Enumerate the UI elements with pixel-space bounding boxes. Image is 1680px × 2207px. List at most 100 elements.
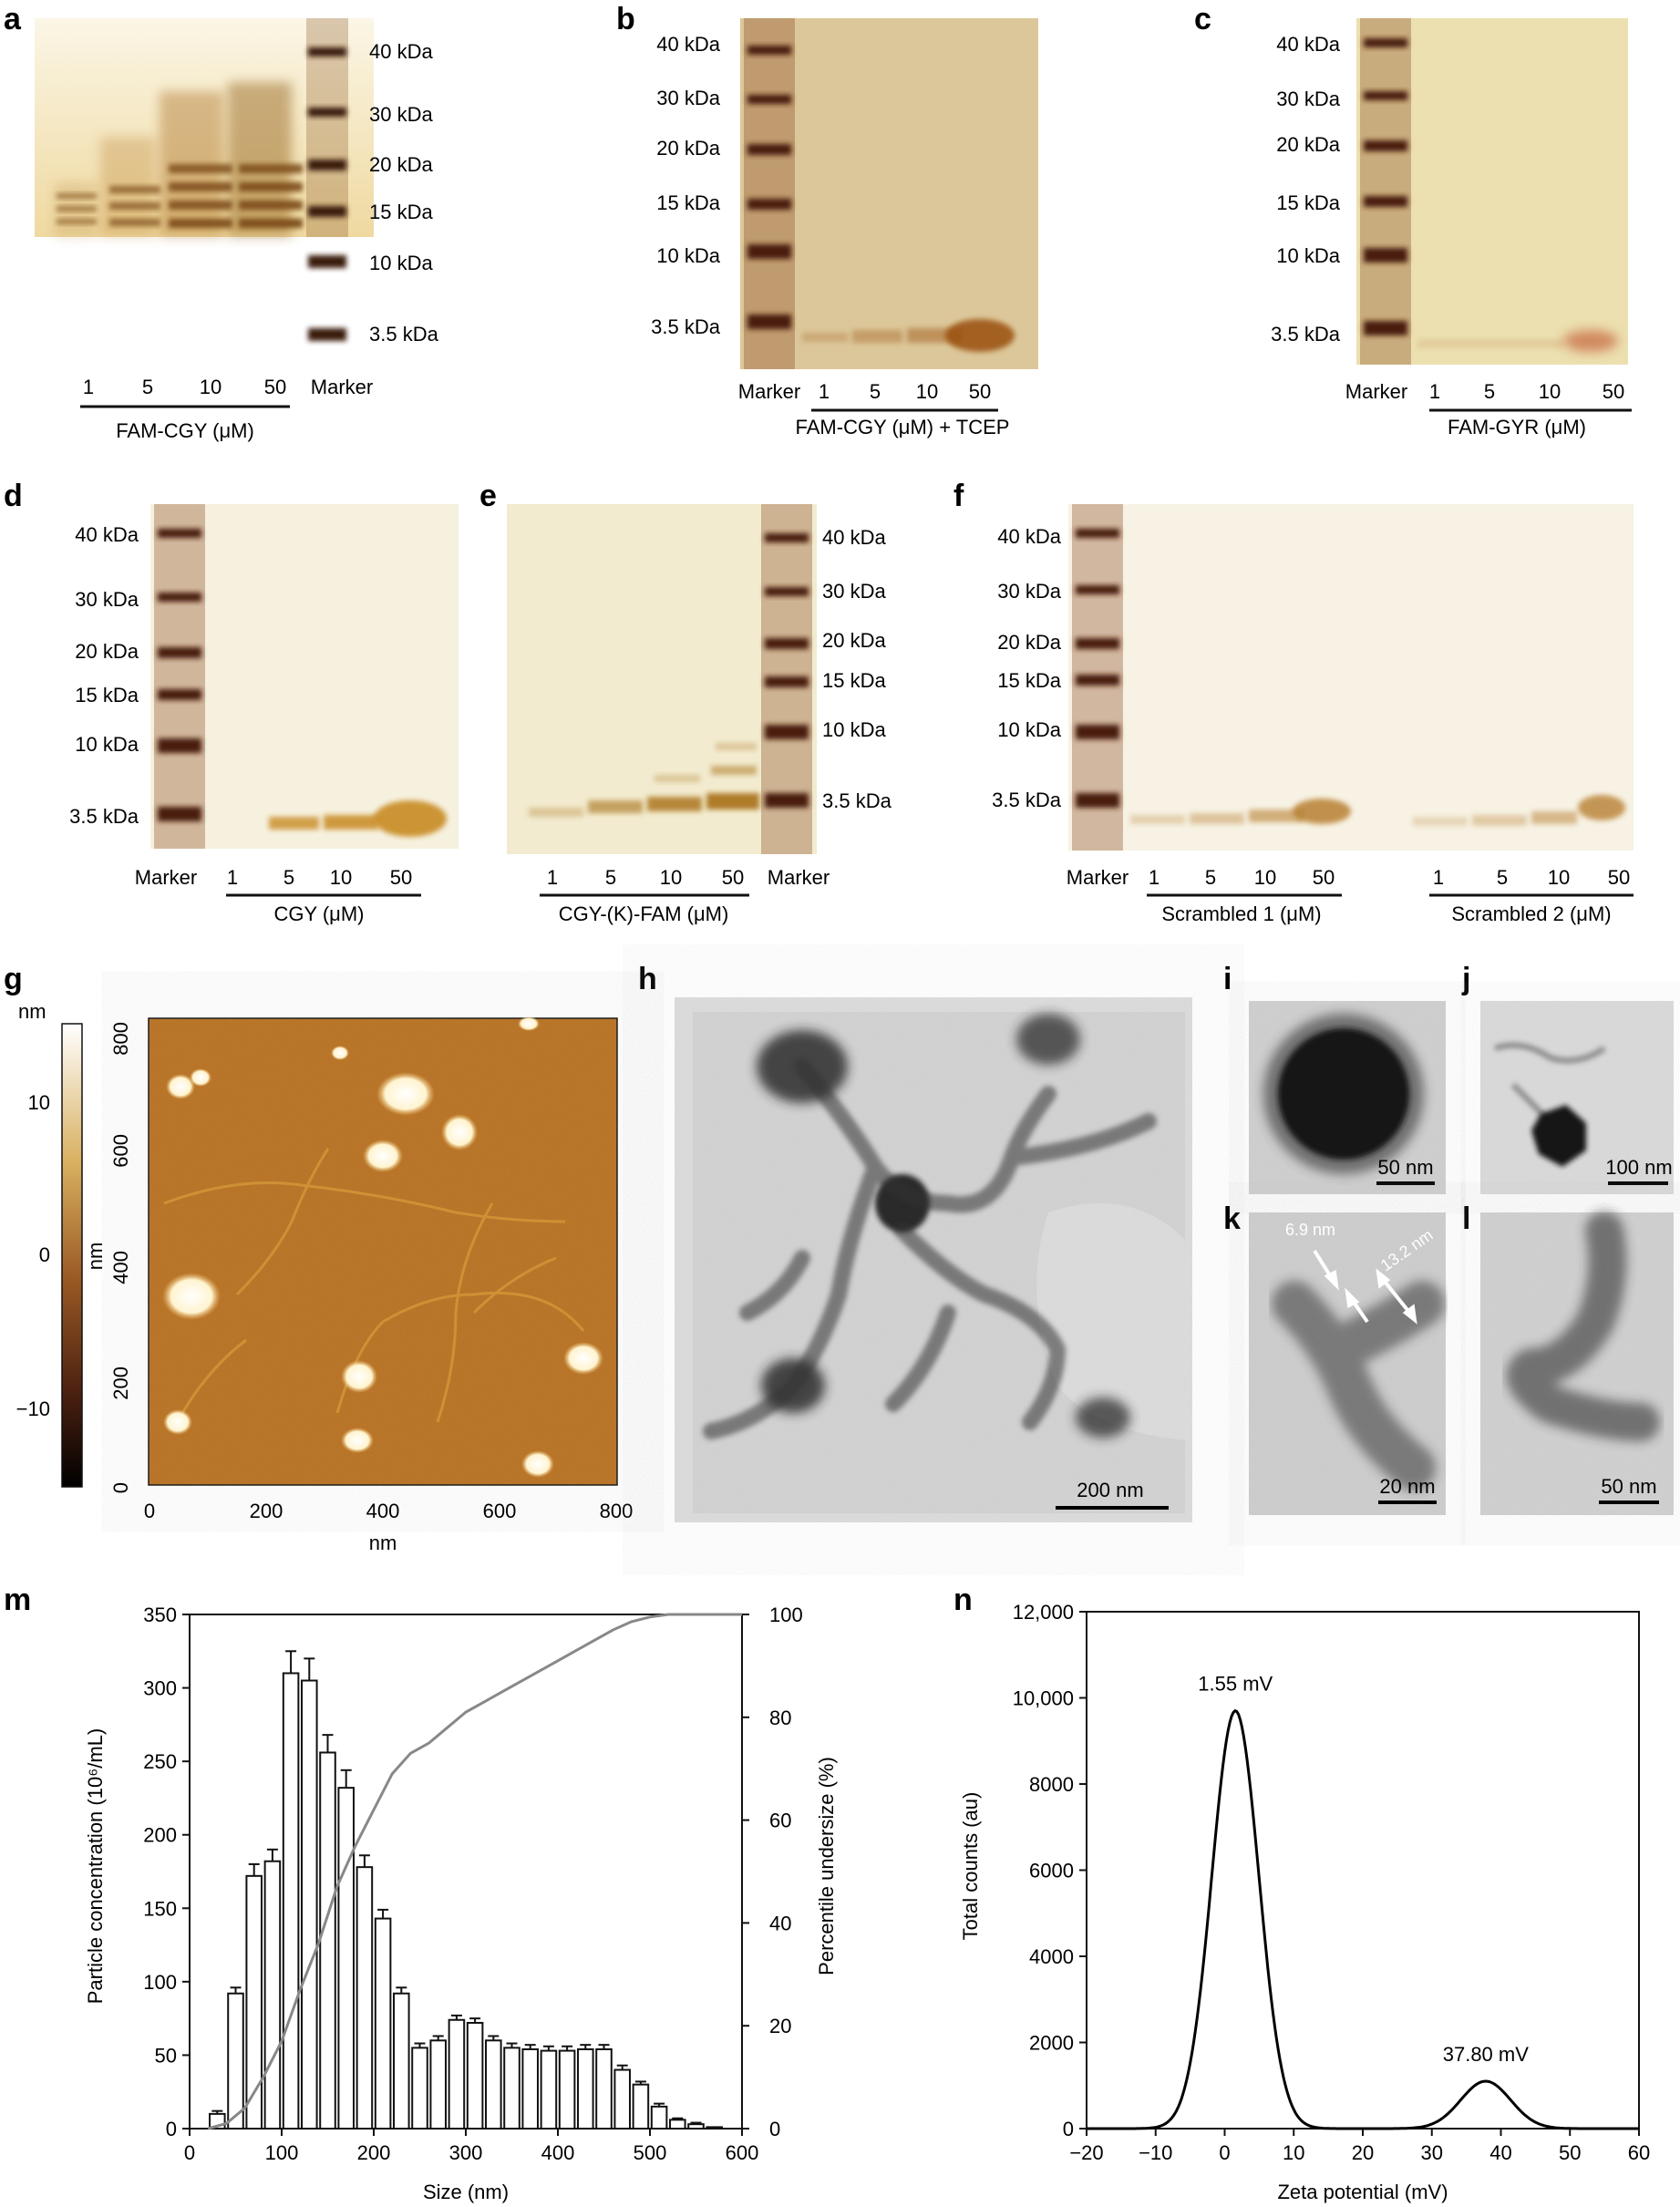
bar [263, 1860, 282, 2130]
mw-labels-b: 40 kDa 30 kDa 20 kDa 15 kDa 10 kDa 3.5 k… [651, 33, 721, 338]
y-tick-label: 12,000 [1013, 1601, 1074, 1624]
lane-label: 1 [83, 376, 94, 398]
lane-label: Marker [1067, 866, 1129, 889]
y2-tick-label: 20 [769, 2015, 791, 2037]
mw-label: 20 kDa [656, 137, 720, 160]
lane-label: 1 [227, 866, 238, 889]
y2-axis: 0 20 40 60 80 100 [742, 1604, 803, 2140]
cumulative-curve [207, 1613, 742, 2130]
lane-label: Marker [738, 380, 800, 403]
lane-label: 1 [1429, 380, 1440, 403]
y-tick-label: 4000 [1029, 1945, 1074, 1968]
x-tick-label: 500 [634, 2141, 667, 2164]
y-axis-label: Total counts (au) [959, 1792, 982, 1941]
bar [613, 2068, 631, 2130]
panel-n: n −20 −10 0 10 20 30 40 50 60 0 2000 4000 6000 8000 1… [953, 1583, 1650, 2203]
tem-particle [1531, 1105, 1586, 1167]
mw-label: 20 kDa [997, 631, 1061, 654]
panel-label-b: b [616, 2, 635, 36]
gel-f [1068, 504, 1634, 851]
scale-bar-label: 50 nm [1377, 1156, 1433, 1179]
smear [228, 82, 292, 237]
panel-label-e: e [479, 479, 497, 513]
y2-tick-label: 0 [769, 2118, 780, 2140]
lane-label: 50 [722, 866, 744, 889]
mw-label: 40 kDa [822, 526, 886, 549]
plot-frame [1086, 1611, 1640, 2130]
gel-caption: FAM-CGY (μM) [116, 419, 254, 442]
lane-label: 5 [1484, 380, 1495, 403]
sample-bands-b [802, 319, 1015, 352]
mw-label: 15 kDa [369, 201, 433, 223]
panel-label-i: i [1223, 962, 1232, 996]
mw-label: 15 kDa [656, 191, 720, 214]
afm-fibers [163, 1148, 585, 1423]
lane-label: 10 [1254, 866, 1276, 889]
mw-label: 3.5 kDa [369, 323, 439, 345]
afm-y-ticks: 800 600 400 200 0 [109, 1022, 132, 1493]
mw-label: 30 kDa [75, 588, 139, 611]
mw-label: 3.5 kDa [651, 315, 721, 338]
lane-label: 10 [916, 380, 938, 403]
y-tick-label: 100 [143, 1971, 177, 1994]
panel-label-c: c [1194, 2, 1211, 36]
colorbar [61, 1023, 83, 1488]
mw-labels-c: 40 kDa 30 kDa 20 kDa 15 kDa 10 kDa 3.5 k… [1271, 33, 1341, 345]
bar [687, 2123, 705, 2130]
mw-label: 30 kDa [369, 103, 433, 126]
lane-label: 1 [819, 380, 830, 403]
peak-labels: 1.55 mV 37.80 mV [1198, 1673, 1529, 2066]
lane-label: Marker [1345, 380, 1407, 403]
gel-d [150, 504, 459, 849]
bar [448, 2018, 466, 2130]
panel-label-g: g [4, 962, 23, 996]
lane-labels-c: Marker 1 5 10 50 [1345, 380, 1624, 403]
y-axis-label: nm [84, 1243, 107, 1271]
panel-g: g nm 10 0 −10 [4, 962, 633, 1554]
bar [393, 1992, 410, 2130]
y-axis: 0 2000 4000 6000 8000 10,000 12,000 [1013, 1601, 1087, 2140]
bar [356, 1866, 374, 2130]
mw-label: 20 kDa [369, 153, 433, 176]
tem-chains-h [703, 1058, 1157, 1439]
lane-label: 50 [1313, 866, 1335, 889]
bar [540, 2049, 558, 2130]
mw-label: 3.5 kDa [992, 789, 1062, 811]
measure-arrows [1313, 1249, 1417, 1325]
y-tick-label: 50 [155, 2044, 177, 2067]
bar [595, 2047, 613, 2130]
marker-lane-c [1360, 18, 1411, 365]
x-tick-label: 40 [1489, 2141, 1511, 2164]
sample-bands-c [1417, 330, 1618, 352]
scale-bar-label: 200 nm [1077, 1479, 1143, 1501]
colorbar-tick: 10 [28, 1091, 50, 1114]
sample-bands-e [529, 743, 759, 817]
gel-caption: Scrambled 1 (μM) [1161, 902, 1321, 925]
colorbar-tick: 0 [39, 1243, 50, 1266]
panel-label-j: j [1461, 962, 1470, 996]
panel-e: e 40 kDa 30 kDa 20 kDa 15 kDa 10 kDa 3 [479, 479, 892, 925]
bar [337, 1787, 355, 2130]
marker-lane-d [154, 504, 205, 849]
x-axis: −20 −10 0 10 20 30 40 50 60 [1069, 2129, 1650, 2164]
panel-k: k 6.9 nm 13.2 nm 20 nm [1223, 1201, 1446, 1515]
marker-bands-c [1364, 38, 1407, 335]
marker-bands-e [765, 533, 809, 808]
mw-label: 10 kDa [656, 244, 720, 267]
mw-label: 40 kDa [656, 33, 720, 56]
panel-c: c 40 kDa 30 kDa 20 kDa 15 kDa 10 kDa 3.5… [1194, 2, 1632, 438]
gel-caption: Scrambled 2 (μM) [1451, 902, 1611, 925]
mw-label: 40 kDa [75, 523, 139, 546]
mw-label: 10 kDa [997, 718, 1061, 741]
lane-label: 10 [1548, 866, 1570, 889]
mw-label: 15 kDa [1276, 191, 1340, 214]
bar [227, 1992, 244, 2130]
bar [411, 2047, 428, 2130]
x-axis-label: Zeta potential (mV) [1277, 2181, 1448, 2203]
mw-label: 40 kDa [369, 40, 433, 63]
gel-c [1356, 18, 1628, 365]
y2-tick-label: 40 [769, 1912, 791, 1934]
bar [521, 2047, 539, 2130]
x-tick-label: −20 [1069, 2141, 1103, 2164]
